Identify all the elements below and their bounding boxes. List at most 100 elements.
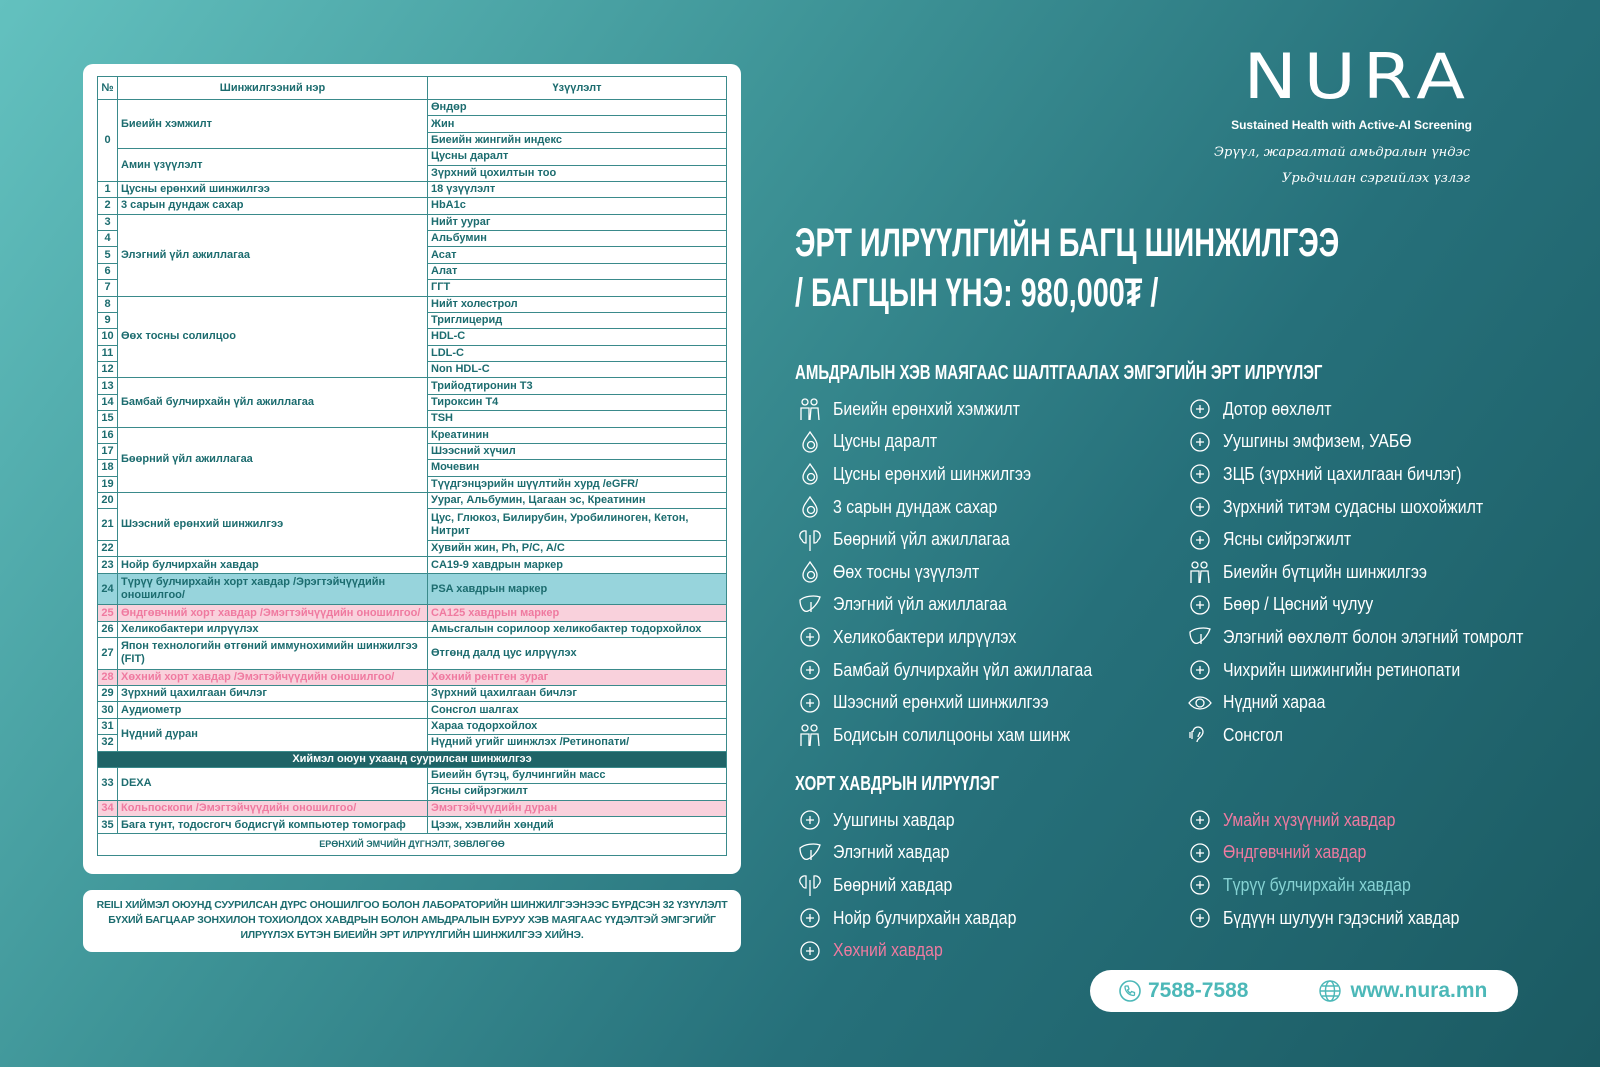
cancer-heading: ХОРТ ХАВДРЫН ИЛРҮҮЛЭГ bbox=[795, 773, 999, 795]
phone-link[interactable]: 7588-7588 bbox=[1118, 979, 1248, 1003]
row-number: 12 bbox=[97, 360, 118, 379]
breast-icon bbox=[800, 941, 820, 961]
list-item-label: Ясны сийрэгжилт bbox=[1223, 529, 1352, 550]
row-number: 24 bbox=[97, 572, 118, 606]
test-name: Нүдний дуран bbox=[117, 717, 428, 752]
table-row: Амин үзүүлэлт Цусны даралт bbox=[98, 148, 727, 182]
test-result: Амьсгалын сорилоор хеликобактер тодорхой… bbox=[427, 620, 727, 639]
row-number: 10 bbox=[97, 328, 118, 346]
table-footer: ЕРӨНХИЙ ЭМЧИЙН ДҮГНЭЛТ, ЗӨВЛӨГӨӨ bbox=[97, 833, 727, 856]
row-number: 19 bbox=[97, 475, 118, 494]
list-item: Нүдний хараа bbox=[1187, 686, 1587, 719]
row-number: 15 bbox=[97, 410, 118, 428]
uterus-icon bbox=[1190, 810, 1210, 830]
row-number: 25 bbox=[97, 604, 118, 622]
list-item-label: Шээсний ерөнхий шинжилгээ bbox=[833, 692, 1049, 713]
test-name: Нойр булчирхайн хавдар bbox=[117, 556, 428, 574]
kidney-stone-icon bbox=[1190, 595, 1210, 615]
list-item-label: Бамбай булчирхайн үйл ажиллагаа bbox=[833, 659, 1093, 680]
test-table-card: № Шинжилгээний нэр Үзүүлэлт 0 Биеийн хэмжил… bbox=[83, 64, 741, 874]
list-item: Хеликобактери илрүүлэх bbox=[797, 621, 1177, 654]
list-item-label: Элэгний өөхлөлт болон элэгний томролт bbox=[1223, 626, 1524, 647]
table-row: 0 Биеийн хэмжилт Өндөр bbox=[97, 98, 727, 182]
people-icon bbox=[1190, 561, 1210, 584]
test-result: Триглицерид bbox=[427, 311, 727, 330]
table-row: 24 Түрүү булчирхайн хорт хавдар /Эрэгтэйч… bbox=[97, 572, 727, 606]
test-result: TSH bbox=[427, 410, 727, 428]
test-name: Шээсний ерөнхий шинжилгээ bbox=[117, 491, 428, 558]
table-row: 6 Алат bbox=[97, 262, 727, 281]
list-item: Нойр булчирхайн хавдар bbox=[797, 902, 1177, 935]
test-result: Ясны сийрэгжилт bbox=[427, 783, 727, 801]
logo-brand: NURA bbox=[1243, 40, 1472, 113]
row-number: 14 bbox=[97, 393, 118, 412]
body-icon bbox=[1190, 399, 1210, 419]
colon-icon bbox=[1190, 908, 1210, 928]
footer-row: ЕРӨНХИЙ ЭМЧИЙН ДҮГНЭЛТ, ЗӨВЛӨГӨӨ bbox=[97, 833, 727, 856]
row-number: 23 bbox=[97, 556, 118, 574]
list-item-label: Уушгины хавдар bbox=[833, 809, 955, 830]
list-item: Бөөрний үйл ажиллагаа bbox=[797, 523, 1177, 556]
test-name: Зүрхний цахилгаан бичлэг bbox=[117, 685, 428, 703]
row-number: 0 bbox=[97, 99, 118, 182]
test-table: № Шинжилгээний нэр Үзүүлэлт 0 Биеийн хэмжил… bbox=[97, 76, 727, 856]
test-result: Мочевин bbox=[427, 459, 727, 477]
lifestyle-list-left: Биеийн ерөнхий хэмжилт Цусны даралт Цусны … bbox=[797, 393, 1177, 752]
test-result: Non HDL-C bbox=[427, 360, 727, 379]
list-item-label: Өндгөвчний хавдар bbox=[1223, 842, 1367, 863]
list-item: Бөөр / Цөсний чулуу bbox=[1187, 589, 1587, 622]
column-header: Шинжилгээний нэр bbox=[117, 76, 428, 100]
row-number: 22 bbox=[97, 539, 118, 558]
test-name: Түрүү булчирхайн хорт хавдар /Эрэгтэйчүү… bbox=[117, 572, 428, 606]
test-name: Кольпоскопи /Эмэгтэйчүүдийн оношилгоо/ bbox=[117, 799, 428, 818]
test-result: Алат bbox=[427, 262, 727, 281]
test-result: Креатинин bbox=[427, 426, 727, 444]
row-number: 20 bbox=[97, 491, 118, 510]
list-item: Биеийн бүтцийн шинжилгээ bbox=[1187, 556, 1587, 589]
table-row: Ясны сийрэгжилт bbox=[98, 783, 727, 801]
table-row: 20 Шээсний ерөнхий шинжилгээ Уураг, Альбум… bbox=[97, 491, 727, 558]
test-result: 18 үзүүлэлт bbox=[427, 180, 727, 199]
test-name: Амин үзүүлэлт bbox=[117, 148, 428, 182]
list-item-label: Бүдүүн шулуун гэдэсний хавдар bbox=[1223, 907, 1460, 928]
list-item: Бамбай булчирхайн үйл ажиллагаа bbox=[797, 654, 1177, 687]
bone-icon bbox=[1190, 530, 1210, 550]
test-result: Түүдгэнцэрийн шүүлтийн хурд /eGFR/ bbox=[427, 475, 727, 494]
row-number: 6 bbox=[97, 262, 118, 281]
ear-icon bbox=[1189, 726, 1204, 743]
list-item-label: Чихрийн шижингийн ретинопати bbox=[1223, 659, 1461, 680]
test-name: Биеийн хэмжилт bbox=[117, 98, 428, 150]
table-row: 3 Элэгний үйл ажиллагаа Нийт уураг bbox=[97, 213, 727, 297]
test-result: Өтгөнд далд цус илрүүлэх bbox=[427, 637, 727, 670]
website-link[interactable]: www.nura.mn bbox=[1318, 979, 1487, 1003]
table-row: 29 Зүрхний цахилгаан бичлэг Зүрхний цахилг… bbox=[97, 685, 727, 703]
column-header: № bbox=[97, 76, 118, 100]
urine-cup-icon bbox=[800, 692, 820, 713]
test-name: Хөхний хорт хавдар /Эмэгтэйчүүдийн оноши… bbox=[117, 668, 428, 687]
row-number: 34 bbox=[97, 799, 118, 818]
row-number: 18 bbox=[97, 459, 118, 477]
list-item: Уушгины хавдар bbox=[797, 804, 1177, 837]
table-row: 34 Кольпоскопи /Эмэгтэйчүүдийн оношилгоо/… bbox=[97, 799, 727, 818]
list-item-label: Дотор өөхлөлт bbox=[1223, 398, 1332, 419]
list-item: Элэгний хавдар bbox=[797, 837, 1177, 870]
table-row: 35 Бага тунт, тодосгогч бодисгүй компьюте… bbox=[97, 816, 727, 834]
table-row: 16 Бөөрний үйл ажиллагаа Креатинин bbox=[97, 426, 727, 493]
list-item: Сонсгол bbox=[1187, 719, 1587, 752]
row-number: 9 bbox=[97, 311, 118, 330]
test-result: Хөхний рентген зураг bbox=[427, 668, 727, 687]
list-item-label: Хөхний хавдар bbox=[833, 940, 943, 961]
cancer-list-left: Уушгины хавдар Элэгний хавдар Бөөрний хавд… bbox=[797, 804, 1177, 967]
table-row: 1 Цусны ерөнхий шинжилгээ 18 үзүүлэлт bbox=[97, 180, 727, 199]
row-number: 28 bbox=[97, 668, 118, 687]
test-result: Цус, Глюкоз, Билирубин, Уробилиноген, Ке… bbox=[427, 508, 727, 541]
test-name: Бамбай булчирхайн үйл ажиллагаа bbox=[117, 377, 428, 428]
list-item-label: Цусны ерөнхий шинжилгээ bbox=[833, 463, 1032, 484]
list-item-label: Цусны даралт bbox=[833, 431, 938, 452]
kidney-icon bbox=[799, 875, 821, 897]
list-item-label: Умайн хүзүүний хавдар bbox=[1223, 809, 1396, 830]
list-item: Өндгөвчний хавдар bbox=[1187, 837, 1567, 870]
test-name: Япон технологийн өтгөний иммунохимийн ши… bbox=[117, 637, 428, 670]
table-row: 14 Тироксин Т4 bbox=[97, 393, 727, 412]
